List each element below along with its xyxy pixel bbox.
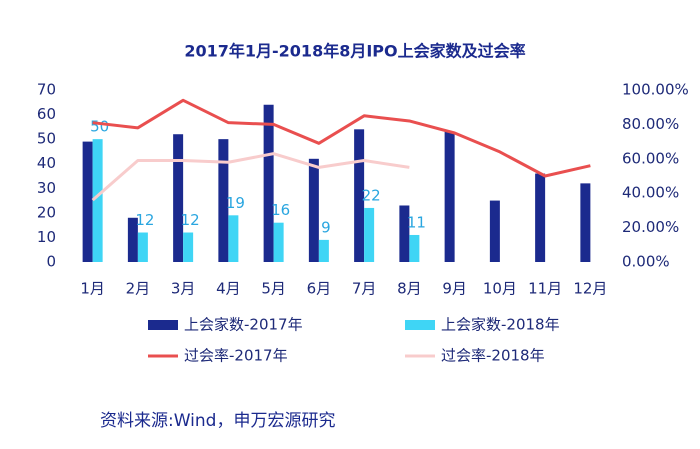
data-label: 50 — [90, 118, 109, 136]
y-tick-label: 20 — [37, 203, 56, 221]
y2-tick-label: 20.00% — [622, 218, 679, 236]
bar — [173, 134, 184, 262]
bar — [82, 141, 93, 262]
y-tick-label: 60 — [37, 105, 56, 123]
y2-tick-label: 60.00% — [622, 149, 679, 167]
x-tick-label: 5月 — [261, 280, 286, 298]
bar — [399, 205, 410, 262]
data-label: 22 — [362, 186, 381, 204]
x-tick-label: 1月 — [80, 280, 105, 298]
legend-label: 过会率-2018年 — [441, 347, 545, 365]
y2-tick-label: 40.00% — [622, 184, 679, 202]
x-tick-label: 9月 — [442, 280, 467, 298]
line — [91, 152, 410, 202]
legend-swatch — [148, 320, 178, 330]
y-tick-label: 70 — [37, 81, 56, 99]
x-tick-label: 7月 — [352, 280, 377, 298]
x-tick-label: 3月 — [171, 280, 196, 298]
bar — [127, 217, 138, 262]
bar — [409, 234, 420, 262]
x-tick-label: 4月 — [216, 280, 241, 298]
y-tick-label: 50 — [37, 130, 56, 148]
bar — [263, 104, 274, 262]
y-tick-label: 0 — [46, 253, 56, 271]
bar — [580, 183, 591, 262]
y-tick-label: 10 — [37, 228, 56, 246]
bar — [228, 215, 239, 262]
y2-tick-label: 100.00% — [622, 81, 689, 99]
data-label: 12 — [135, 211, 154, 229]
source-note: 资料来源:Wind，申万宏源研究 — [100, 411, 335, 431]
legend-label: 上会家数-2018年 — [441, 316, 560, 334]
chart-title: 2017年1月-2018年8月IPO上会家数及过会率 — [184, 42, 525, 61]
x-tick-label: 11月 — [528, 280, 562, 298]
data-label: 16 — [271, 201, 290, 219]
data-label: 19 — [226, 194, 245, 212]
y-tick-label: 30 — [37, 179, 56, 197]
bar — [273, 222, 284, 262]
data-label: 9 — [321, 218, 331, 236]
bar — [354, 129, 365, 262]
bar — [183, 232, 194, 262]
legend-label: 上会家数-2017年 — [184, 316, 303, 334]
bar — [308, 158, 319, 262]
y2-tick-label: 80.00% — [622, 115, 679, 133]
bar — [535, 173, 546, 262]
x-tick-label: 2月 — [126, 280, 151, 298]
x-tick-label: 12月 — [573, 280, 607, 298]
bar — [364, 207, 375, 262]
bar — [444, 131, 455, 262]
data-label: 12 — [181, 211, 200, 229]
bar — [218, 139, 229, 262]
bar — [489, 200, 500, 262]
legend-swatch — [405, 320, 435, 330]
x-tick-label: 6月 — [307, 280, 332, 298]
x-tick-label: 10月 — [483, 280, 517, 298]
line — [92, 98, 591, 178]
y-tick-label: 40 — [37, 154, 56, 172]
legend-label: 过会率-2017年 — [184, 347, 288, 365]
bar — [318, 239, 329, 262]
bar — [92, 139, 103, 262]
data-label: 11 — [407, 213, 426, 231]
y2-tick-label: 0.00% — [622, 253, 670, 271]
x-tick-label: 8月 — [397, 280, 422, 298]
bar — [137, 232, 148, 262]
